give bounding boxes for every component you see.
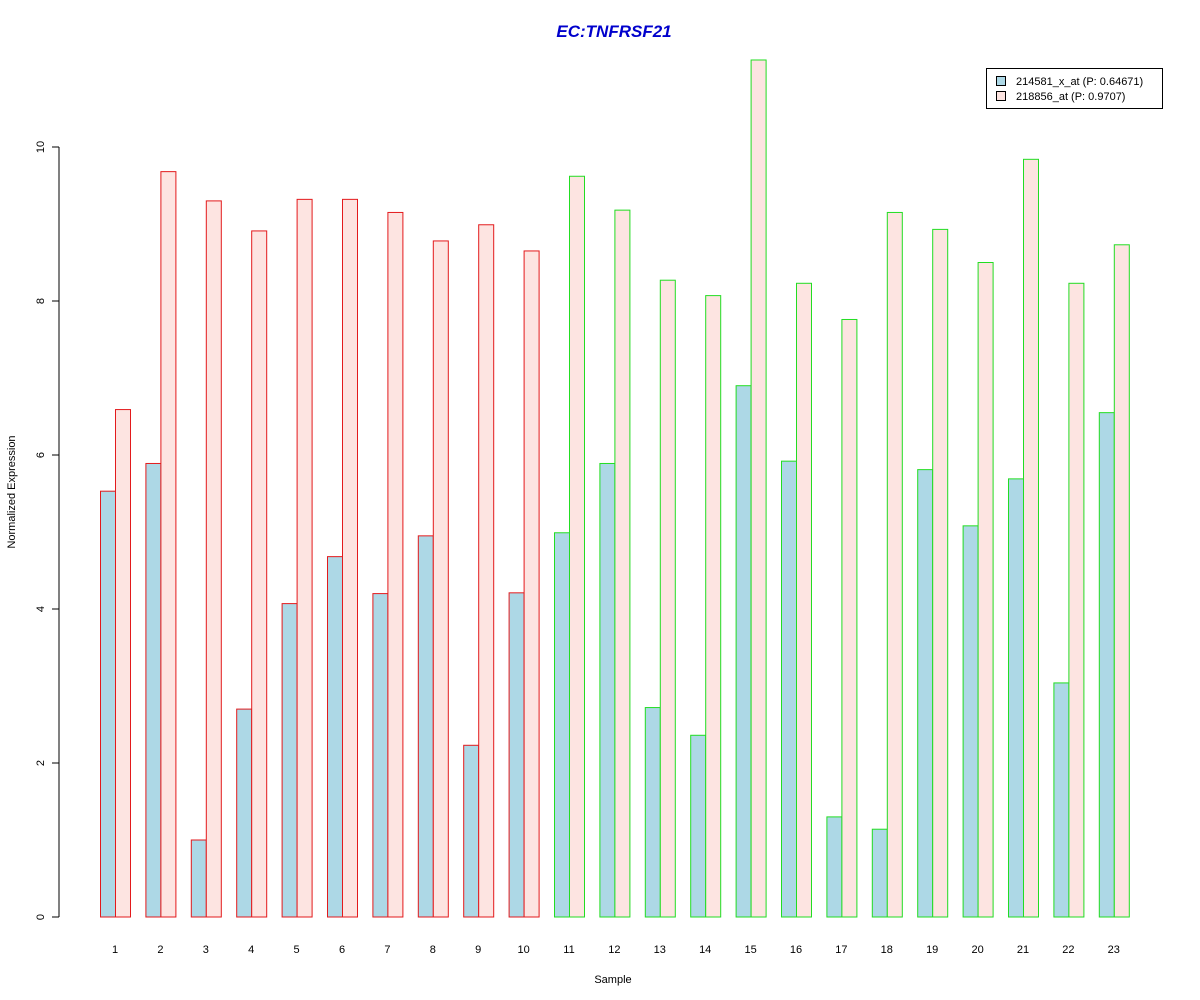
bar-series2-sample-13 (659, 279, 676, 918)
legend-swatch (996, 91, 1006, 101)
bar-series2-sample-15 (750, 59, 767, 918)
x-tick-label: 3 (203, 944, 209, 956)
x-tick-label: 16 (790, 944, 802, 956)
y-tick-label: 2 (35, 760, 47, 766)
bar-series1-sample-10 (508, 592, 525, 918)
bar-series1-sample-23 (1098, 412, 1115, 918)
x-tick-labels: 1 2 3 4 5 6 7 8 9 10 11 12 13 14 15 16 17 18 19 20 21 22 23 (112, 944, 1120, 956)
legend-swatch (996, 76, 1006, 86)
bar-series1-sample-17 (826, 816, 843, 918)
x-tick-label: 20 (971, 944, 983, 956)
bar-series2-sample-8 (432, 240, 449, 918)
chart-title: EC:TNFRSF21 (556, 22, 671, 41)
x-tick-label: 1 (112, 944, 118, 956)
x-tick-label: 10 (517, 944, 529, 956)
bar-series1-sample-16 (781, 460, 797, 918)
bars (100, 59, 1130, 918)
x-tick-label: 15 (744, 944, 756, 956)
bar-series1-sample-14 (690, 734, 707, 918)
x-tick-label: 5 (294, 944, 300, 956)
y-axis: 0 2 4 6 8 10 (35, 141, 60, 920)
bar-series2-sample-19 (932, 228, 949, 918)
bar-series1-sample-19 (917, 469, 934, 918)
x-tick-label: 11 (563, 944, 574, 956)
bar-series2-sample-10 (523, 250, 540, 918)
bar-series2-sample-9 (478, 224, 495, 918)
legend: 214581_x_at (P: 0.64671) 218856_at (P: 0.… (986, 68, 1163, 109)
x-tick-label: 7 (384, 944, 390, 956)
bar-series1-sample-5 (281, 603, 298, 918)
y-tick-label: 8 (35, 298, 47, 304)
y-axis-label: Normalized Expression (6, 435, 18, 548)
bar-series1-sample-3 (190, 839, 207, 918)
x-tick-label: 6 (339, 944, 345, 956)
bar-series1-sample-20 (962, 525, 979, 918)
legend-label: 218856_at (P: 0.9707) (1016, 91, 1125, 103)
bar-series1-sample-12 (599, 462, 616, 918)
bar-series2-sample-12 (614, 209, 631, 918)
bar-series2-sample-6 (342, 198, 358, 918)
bar-series2-sample-18 (886, 211, 903, 918)
x-tick-label: 17 (835, 944, 847, 956)
x-tick-label: 9 (475, 944, 481, 956)
y-tick-label: 0 (35, 914, 47, 920)
y-tick-label: 10 (35, 141, 47, 153)
x-tick-label: 18 (881, 944, 893, 956)
bar-series1-sample-9 (463, 744, 480, 918)
x-tick-label: 4 (248, 944, 254, 956)
bar-series1-sample-6 (327, 556, 343, 918)
x-tick-label: 19 (926, 944, 938, 956)
y-tick-label: 4 (35, 606, 47, 612)
legend-box (986, 68, 1163, 109)
x-tick-label: 12 (608, 944, 620, 956)
bar-series1-sample-8 (417, 535, 434, 918)
bar-series2-sample-2 (160, 171, 177, 918)
bar-series2-sample-1 (115, 409, 131, 918)
bar-series1-sample-18 (871, 828, 888, 918)
bar-series2-sample-14 (705, 295, 722, 918)
x-tick-label: 14 (699, 944, 711, 956)
x-tick-label: 2 (157, 944, 163, 956)
bar-series1-sample-7 (372, 593, 389, 918)
bar-series1-sample-22 (1053, 682, 1070, 918)
bar-series2-sample-7 (387, 211, 404, 918)
bar-series2-sample-17 (841, 318, 858, 918)
x-tick-label: 22 (1062, 944, 1074, 956)
bar-series2-sample-21 (1023, 158, 1039, 918)
bar-series1-sample-4 (236, 708, 253, 918)
bar-series2-sample-16 (796, 282, 812, 918)
legend-label: 214581_x_at (P: 0.64671) (1016, 76, 1143, 88)
bar-series2-sample-4 (251, 230, 268, 918)
bar-series1-sample-15 (735, 385, 752, 918)
bar-series2-sample-3 (205, 200, 222, 918)
bar-series1-sample-13 (644, 707, 661, 918)
bar-series1-sample-1 (100, 490, 116, 918)
bar-series2-sample-20 (977, 262, 994, 918)
x-tick-label: 8 (430, 944, 436, 956)
y-tick-label: 6 (35, 452, 47, 458)
bar-series2-sample-5 (296, 198, 313, 918)
x-tick-label: 23 (1108, 944, 1120, 956)
bar-series1-sample-11 (554, 532, 570, 918)
x-tick-label: 13 (654, 944, 666, 956)
bar-series1-sample-2 (145, 462, 162, 918)
bar-series2-sample-11 (569, 175, 585, 918)
bar-series2-sample-22 (1068, 282, 1085, 918)
x-tick-label: 21 (1017, 944, 1029, 956)
bar-series2-sample-23 (1113, 244, 1130, 918)
bar-series1-sample-21 (1008, 478, 1024, 918)
x-axis-label: Sample (594, 974, 631, 986)
